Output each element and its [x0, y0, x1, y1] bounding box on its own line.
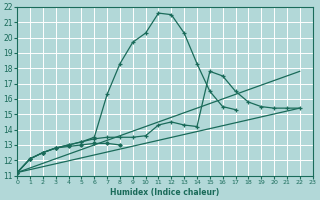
X-axis label: Humidex (Indice chaleur): Humidex (Indice chaleur) — [110, 188, 220, 197]
